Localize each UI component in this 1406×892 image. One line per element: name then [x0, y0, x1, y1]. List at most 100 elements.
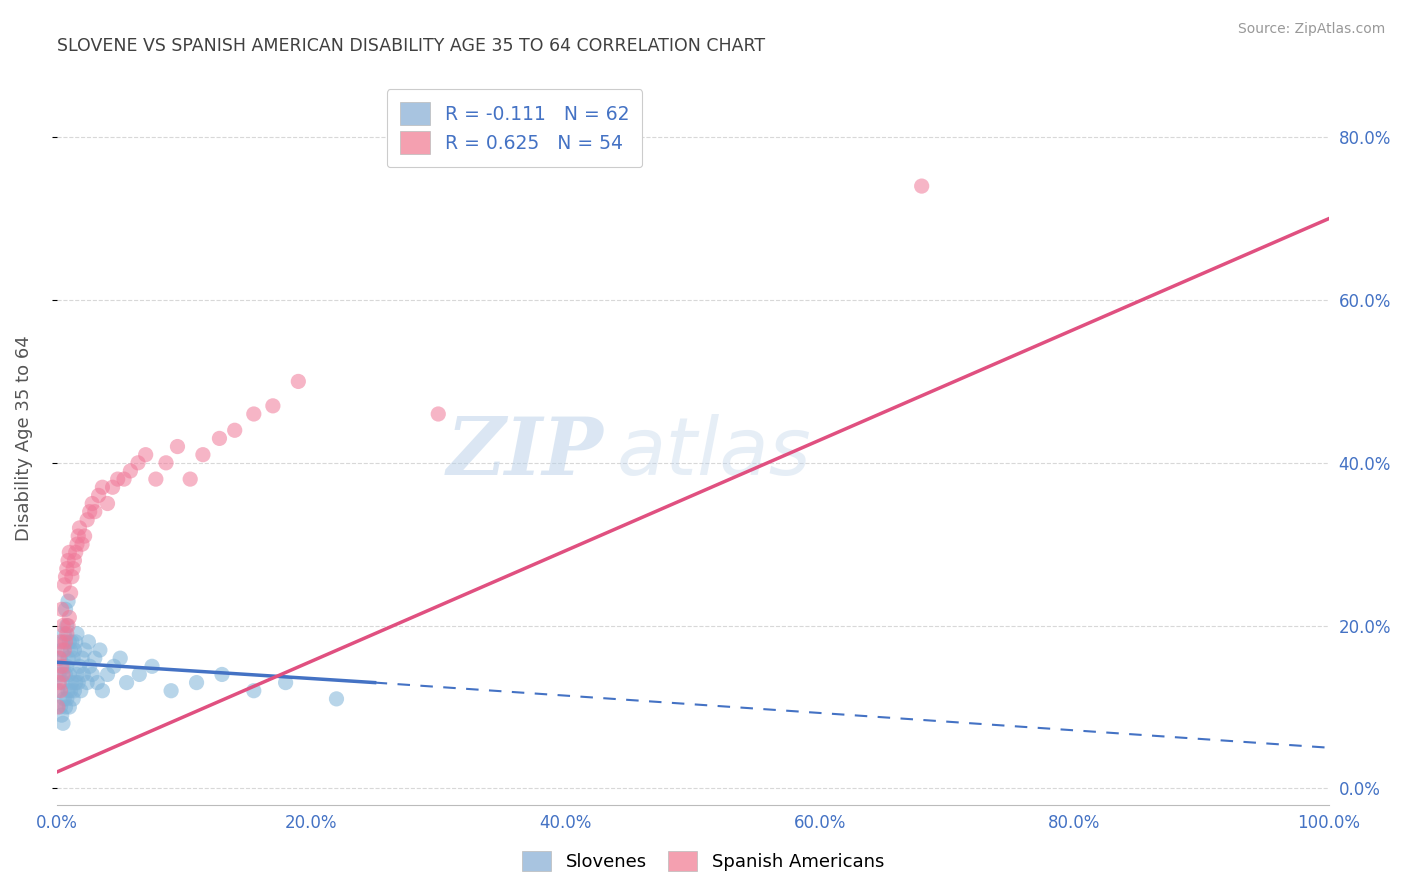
Point [243, 683, 266, 698]
Point [191, 448, 214, 462]
Point [51, 602, 73, 616]
Point [89, 643, 111, 657]
Point [325, 691, 347, 706]
Point [262, 399, 284, 413]
Point [86, 675, 108, 690]
Point [112, 472, 135, 486]
Point [60, 570, 83, 584]
Point [155, 456, 177, 470]
Point [73, 643, 96, 657]
Point [141, 659, 163, 673]
Point [51, 659, 73, 673]
Point [427, 407, 450, 421]
Point [63, 643, 86, 657]
Point [135, 448, 157, 462]
Point [56, 691, 79, 706]
Point [91, 683, 114, 698]
Point [58, 667, 80, 681]
Point [72, 667, 94, 681]
Point [46, 700, 69, 714]
Point [65, 675, 87, 690]
Point [53, 691, 76, 706]
Point [53, 643, 76, 657]
Point [67, 529, 90, 543]
Point [82, 496, 104, 510]
Point [128, 667, 150, 681]
Point [62, 561, 84, 575]
Point [52, 667, 75, 681]
Point [91, 480, 114, 494]
Point [56, 651, 79, 665]
Point [46, 683, 69, 698]
Point [52, 716, 75, 731]
Point [79, 505, 101, 519]
Point [52, 675, 75, 690]
Point [70, 651, 93, 665]
Point [49, 651, 72, 665]
Point [51, 708, 73, 723]
Point [55, 570, 77, 584]
Point [55, 667, 77, 681]
Point [49, 635, 72, 649]
Point [53, 659, 76, 673]
Point [55, 700, 77, 714]
Legend: Slovenes, Spanish Americans: Slovenes, Spanish Americans [515, 844, 891, 879]
Point [56, 561, 79, 575]
Point [145, 472, 167, 486]
Point [208, 431, 231, 445]
Point [160, 683, 183, 698]
Point [59, 683, 82, 698]
Point [69, 659, 91, 673]
Point [73, 529, 96, 543]
Point [56, 659, 79, 673]
Legend: R = -0.111   N = 62, R = 0.625   N = 54: R = -0.111 N = 62, R = 0.625 N = 54 [387, 89, 643, 168]
Point [166, 440, 188, 454]
Point [56, 626, 79, 640]
Point [49, 683, 72, 698]
Point [62, 651, 84, 665]
Point [56, 553, 79, 567]
Point [127, 456, 149, 470]
Point [66, 626, 89, 640]
Point [51, 643, 73, 657]
Point [49, 700, 72, 714]
Point [110, 651, 132, 665]
Point [103, 659, 125, 673]
Point [48, 675, 70, 690]
Point [96, 496, 118, 510]
Text: SLOVENE VS SPANISH AMERICAN DISABILITY AGE 35 TO 64 CORRELATION CHART: SLOVENE VS SPANISH AMERICAN DISABILITY A… [56, 37, 765, 55]
Point [911, 179, 934, 194]
Point [56, 618, 79, 632]
Point [66, 667, 89, 681]
Point [59, 643, 82, 657]
Point [83, 505, 105, 519]
Point [53, 626, 76, 640]
Point [53, 578, 76, 592]
Point [58, 545, 80, 559]
Text: ZIP: ZIP [447, 414, 603, 491]
Point [101, 480, 124, 494]
Point [63, 553, 86, 567]
Point [58, 610, 80, 624]
Point [76, 513, 98, 527]
Point [58, 700, 80, 714]
Point [62, 691, 84, 706]
Point [48, 651, 70, 665]
Point [76, 675, 98, 690]
Point [59, 586, 82, 600]
Point [186, 675, 208, 690]
Point [56, 618, 79, 632]
Point [65, 545, 87, 559]
Point [69, 521, 91, 535]
Point [120, 464, 142, 478]
Point [65, 635, 87, 649]
Text: atlas: atlas [616, 414, 811, 492]
Point [52, 618, 75, 632]
Point [56, 594, 79, 608]
Point [96, 667, 118, 681]
Point [83, 651, 105, 665]
Point [55, 602, 77, 616]
Point [77, 635, 100, 649]
Point [179, 472, 201, 486]
Point [60, 675, 83, 690]
